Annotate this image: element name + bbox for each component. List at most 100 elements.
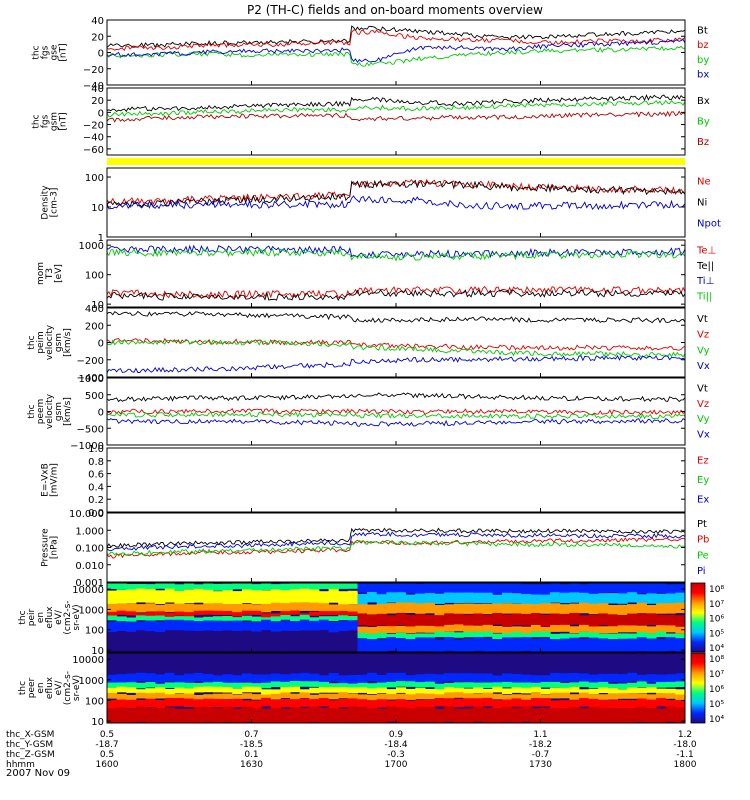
- spectrogram-cell: [116, 583, 127, 590]
- colorbar-label: 10⁷: [709, 670, 724, 680]
- spectrogram-cell: [241, 682, 252, 689]
- spectrogram-cell: [530, 692, 541, 699]
- spectrogram-cell: [290, 621, 301, 632]
- spectrogram-cell: [627, 700, 638, 709]
- x-axis-rows: thc_X-GSM 0.5 0.7 0.9 1.1 1.2 thc_Y-GSM -18.7 -1…: [6, 730, 697, 770]
- spectrogram-cell: [502, 633, 513, 639]
- spectrogram-cell: [309, 673, 320, 682]
- spectrogram-cell: [530, 613, 541, 625]
- spectrogram-cell: [444, 624, 455, 632]
- spectrogram-cell: [213, 686, 224, 693]
- spectrogram-cell: [617, 593, 628, 604]
- spectrogram-cell: [453, 592, 464, 603]
- spectrogram-cell: [598, 626, 609, 634]
- spectrogram-cell: [405, 708, 416, 723]
- spectrogram-cell: [579, 602, 590, 614]
- spectrogram-cell: [530, 624, 541, 632]
- spectrogram-cell: [607, 633, 618, 640]
- spectrogram-cell: [232, 708, 243, 723]
- spectrogram-cell: [386, 615, 397, 627]
- spectrogram-cell: [318, 693, 329, 700]
- spectrogram-cell: [569, 673, 580, 682]
- spectrogram-cell: [107, 708, 118, 723]
- spectrogram-cell: [396, 681, 407, 687]
- spectrogram-cell: [261, 619, 272, 631]
- spectrogram-cell: [357, 638, 368, 652]
- spectrogram-cell: [646, 583, 657, 594]
- spectrogram-cell: [116, 707, 127, 723]
- spectrogram-cell: [174, 708, 185, 723]
- spectrogram-cell: [646, 708, 657, 723]
- spectrogram-cell: [213, 616, 224, 621]
- spectrogram-cell: [376, 708, 387, 723]
- spectrogram-cell: [222, 682, 233, 689]
- spectrogram-cell: [376, 583, 387, 594]
- spectrogram-cell: [135, 604, 146, 613]
- x-row-label: thc_X-GSM: [6, 730, 54, 740]
- spectrogram-cell: [424, 673, 435, 683]
- spectrogram-cell: [232, 620, 243, 631]
- spectrogram-cell: [675, 602, 685, 614]
- spectrogram-cell: [579, 681, 590, 688]
- spectrogram-cell: [193, 695, 204, 701]
- spectrogram-cell: [559, 692, 570, 699]
- spectrogram-cell: [184, 682, 195, 689]
- spectrogram-cell: [463, 688, 474, 695]
- spectrogram-cell: [627, 687, 638, 694]
- spectrogram-cell: [145, 693, 156, 699]
- spectrogram-cell: [309, 681, 320, 687]
- spectrogram-cell: [502, 694, 513, 701]
- spectrogram-cell: [203, 583, 214, 591]
- spectrogram-cell: [482, 653, 493, 674]
- spectrogram-cell: [415, 637, 426, 652]
- spectrogram-cell: [627, 708, 638, 723]
- spectrogram-cell: [550, 708, 561, 723]
- series-group-peim_velocity: [107, 311, 685, 374]
- spectrogram-cell: [579, 624, 590, 632]
- spectrogram-cell: [656, 631, 667, 637]
- spectrogram-cell: [627, 613, 638, 626]
- spectrogram-cell: [203, 706, 214, 723]
- spectrogram-cell: [473, 682, 484, 689]
- spectrogram-cell: [376, 682, 387, 689]
- spectrogram-cell: [521, 694, 532, 701]
- spectrogram-cell: [155, 611, 166, 616]
- spectrogram-cell: [213, 698, 224, 708]
- y-axis-label: [nT]: [59, 43, 69, 61]
- y-axis-label: [eV]: [54, 264, 64, 283]
- spectrogram-cell: [579, 654, 590, 676]
- y-tick-label: 400: [85, 304, 104, 315]
- spectrogram-cell: [627, 672, 638, 682]
- spectrogram-cell: [232, 675, 243, 684]
- spectrogram-cell: [482, 631, 493, 637]
- spectrogram-cell: [656, 603, 667, 614]
- spectrogram-cell: [338, 604, 349, 613]
- spectrogram-cell: [550, 625, 561, 632]
- spectrogram-cell: [270, 699, 281, 709]
- spectrogram-cell: [174, 687, 185, 694]
- spectrogram-cell: [145, 589, 156, 603]
- legend-Vt: Vt: [697, 384, 708, 395]
- spectrogram-cell: [453, 682, 464, 688]
- spectrogram-cell: [415, 706, 426, 723]
- spectrogram-cell: [405, 626, 416, 634]
- spectrogram-cell: [299, 583, 310, 590]
- spectrogram-cell: [540, 654, 551, 676]
- y-axis-label: thc: [32, 114, 42, 128]
- spectrogram-cell: [444, 673, 455, 682]
- x-row-value: 1.2: [678, 730, 692, 740]
- panel-frame: [106, 377, 686, 446]
- y-tick-label: −20: [83, 65, 104, 76]
- x-row-value: 0.7: [244, 730, 258, 740]
- spectrogram-cell: [116, 674, 127, 683]
- spectrogram-cell: [646, 699, 657, 708]
- spectrogram-cell: [126, 687, 137, 693]
- series-Vz: [107, 407, 685, 416]
- y-tick-label: −200: [77, 356, 104, 367]
- spectrogram-cell: [627, 638, 638, 652]
- spectrogram-cell: [174, 584, 185, 592]
- spectrogram-cell: [463, 693, 474, 699]
- colorbar-label: 10⁷: [709, 600, 724, 610]
- spectrogram-cell: [386, 706, 397, 722]
- spectrogram-cell: [241, 706, 252, 723]
